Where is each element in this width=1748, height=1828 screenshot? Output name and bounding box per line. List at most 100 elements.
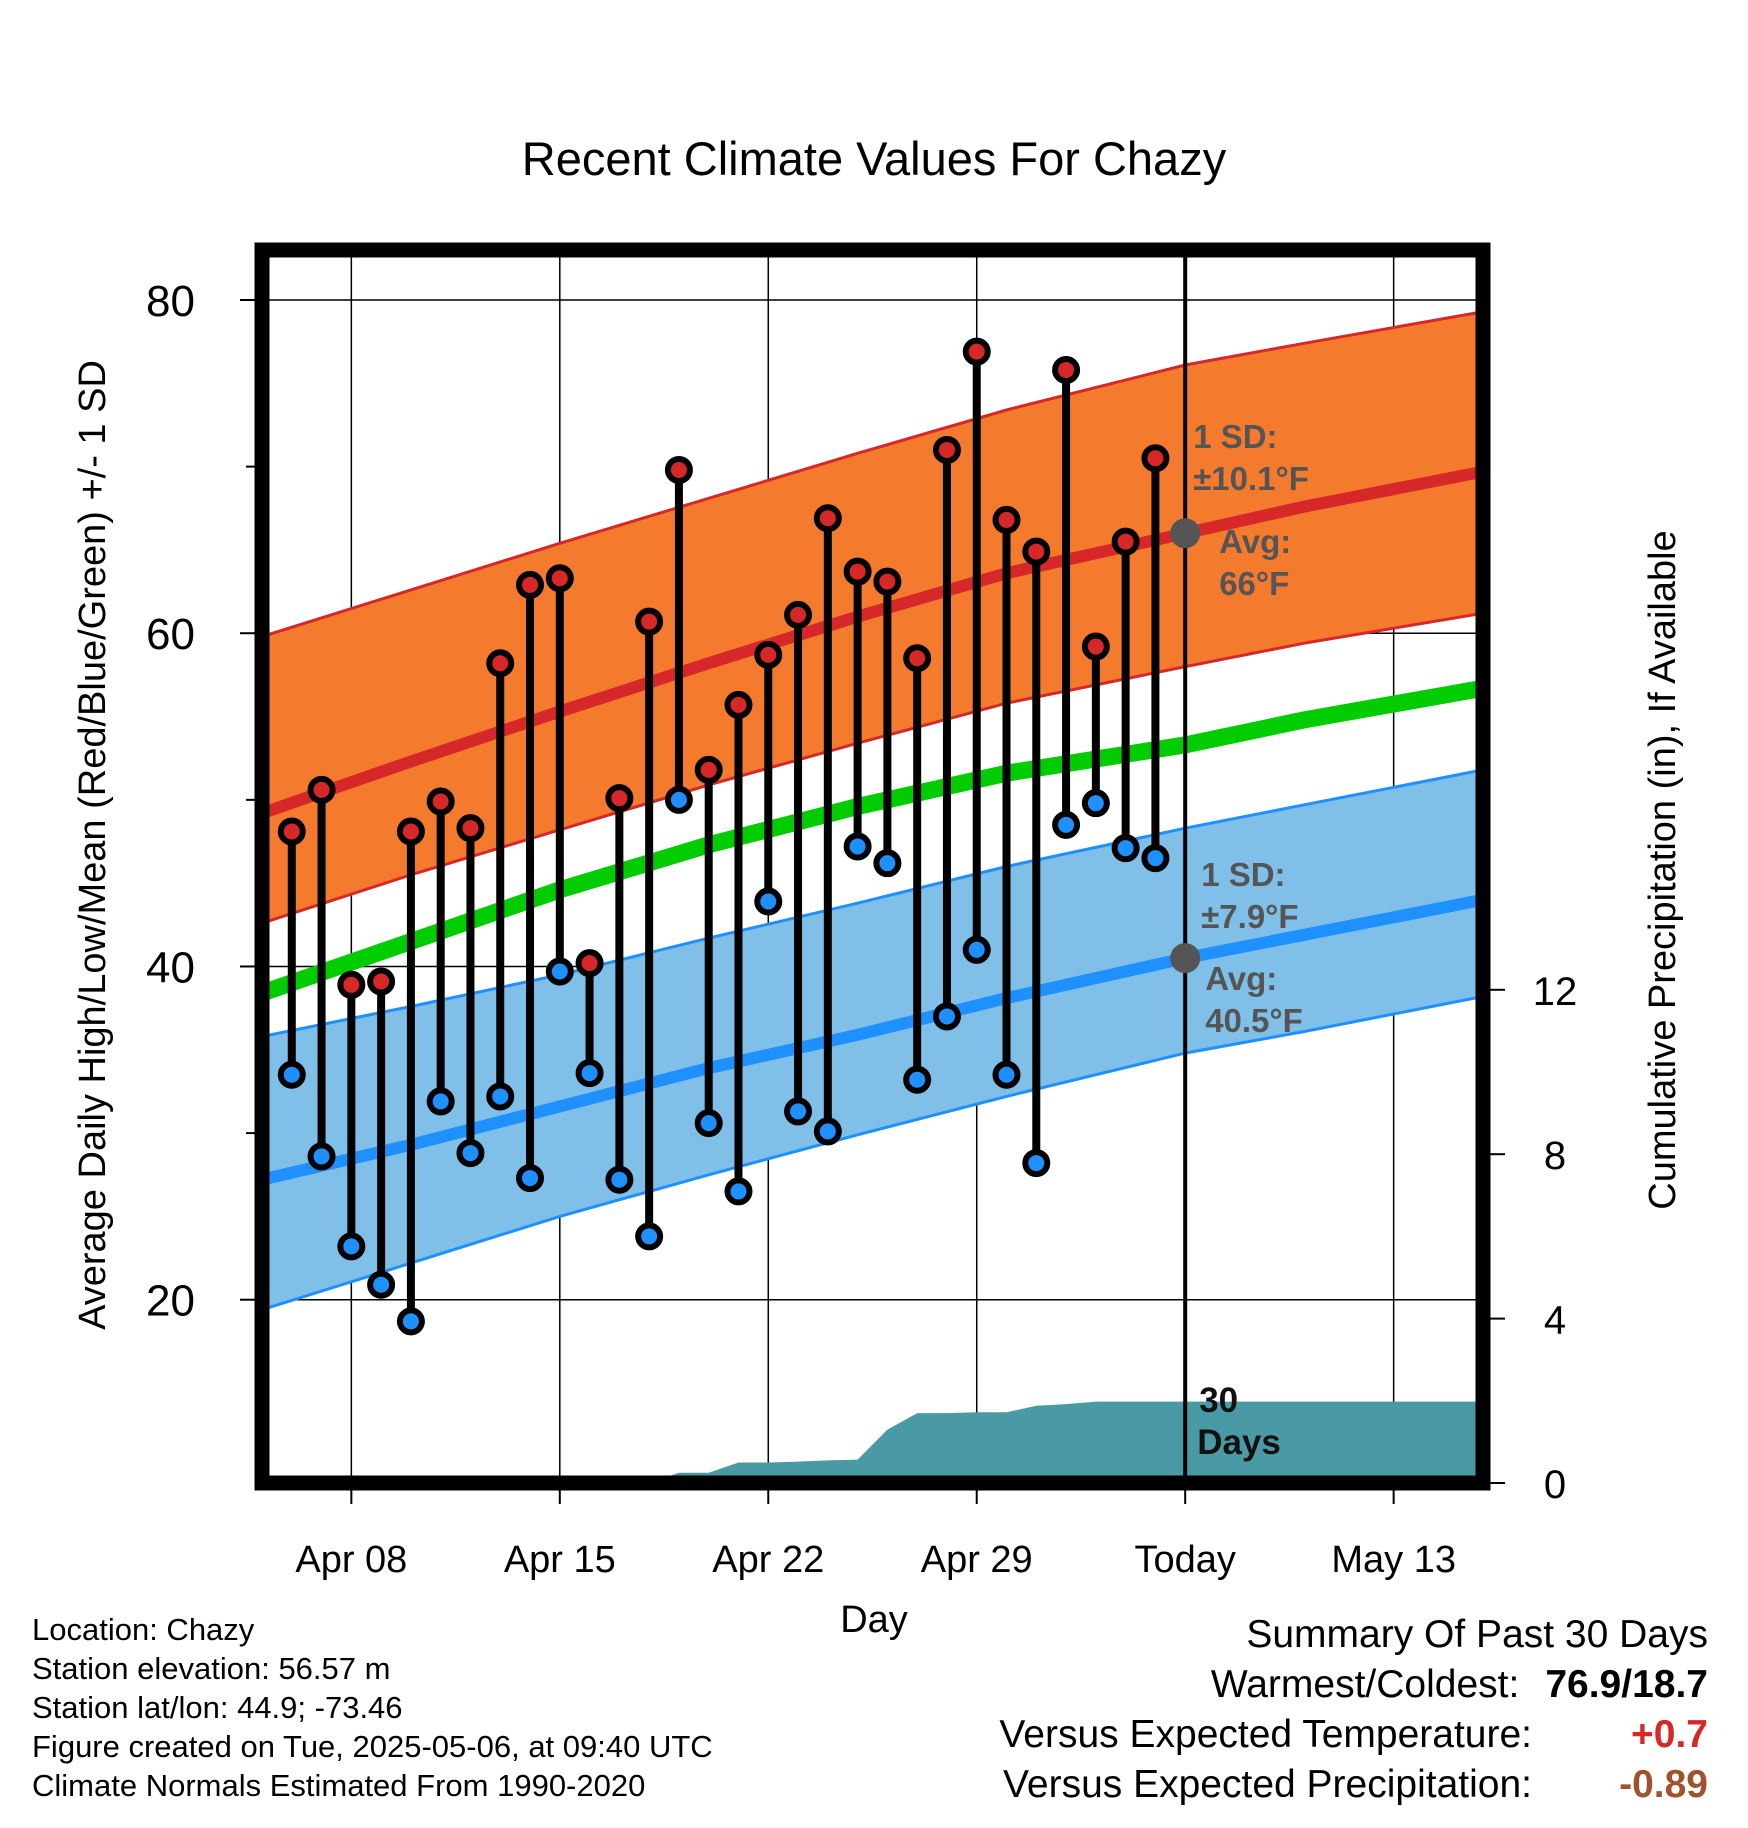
y2-tick-label: 4 — [1544, 1299, 1566, 1343]
high-point — [486, 649, 515, 678]
x-tick-label: Today — [1134, 1539, 1235, 1581]
high-point — [516, 570, 545, 599]
low-point — [396, 1307, 425, 1336]
normal-low-line — [262, 893, 1483, 1186]
high-point — [813, 504, 842, 533]
high-point — [1022, 537, 1051, 566]
high-point — [992, 505, 1021, 534]
y-tick-label: 80 — [146, 277, 195, 326]
precip-vs-expected-label: Versus Expected Precipitation: — [1003, 1763, 1532, 1806]
y2-tick-label: 0 — [1544, 1463, 1566, 1507]
y-axis-label: Average Daily High/Low/Mean (Red/Blue/Gr… — [72, 360, 114, 1330]
high-point — [307, 775, 336, 804]
y-axis-left: 20 40 60 80 — [146, 277, 255, 1326]
high-point — [635, 607, 664, 636]
precipitation-area — [262, 1401, 1483, 1483]
warm-cold-value: 76.9/18.7 — [1545, 1663, 1708, 1706]
high-point — [337, 970, 366, 999]
high-point — [1081, 632, 1110, 661]
x-tick-label: Apr 22 — [712, 1539, 824, 1581]
low-point — [337, 1232, 366, 1261]
plot-frame — [254, 242, 1491, 1491]
location-text: Location: Chazy — [32, 1612, 255, 1647]
y-tick-label: 60 — [146, 610, 195, 659]
high-point — [664, 455, 693, 484]
high-avg-label: Avg: — [1219, 523, 1291, 560]
low-point — [545, 957, 574, 986]
low-point — [932, 1002, 961, 1031]
low-point — [992, 1060, 1021, 1089]
low-point — [1022, 1149, 1051, 1178]
created-text: Figure created on Tue, 2025-05-06, at 09… — [32, 1729, 713, 1764]
low-point — [873, 849, 902, 878]
y-axis-right: 0 4 8 12 — [1490, 970, 1577, 1507]
high-sd-value: ±10.1°F — [1193, 460, 1309, 497]
high-point — [873, 567, 902, 596]
y-tick-label: 40 — [146, 943, 195, 992]
high-point — [724, 690, 753, 719]
summary-title: Summary Of Past 30 Days — [1246, 1613, 1708, 1656]
precip-window-label: 30 — [1199, 1381, 1238, 1420]
low-point — [277, 1060, 306, 1089]
temp-vs-expected-value: +0.7 — [1631, 1713, 1708, 1756]
low-point — [367, 1270, 396, 1299]
warm-cold-row: Warmest/Coldest: 76.9/18.7 — [999, 1660, 1708, 1710]
y2-tick-label: 8 — [1544, 1134, 1566, 1178]
high-upper-edge — [262, 310, 1483, 639]
low-point — [635, 1222, 664, 1251]
high-point — [277, 817, 306, 846]
high-point — [1052, 355, 1081, 384]
low-point — [426, 1087, 455, 1116]
high-point — [545, 564, 574, 593]
low-point — [1052, 810, 1081, 839]
x-tick-label: Apr 15 — [504, 1539, 616, 1581]
low-lower-edge — [262, 995, 1483, 1312]
low-point — [307, 1142, 336, 1171]
low-point — [575, 1059, 604, 1088]
high-point — [784, 600, 813, 629]
warm-cold-label: Warmest/Coldest: — [1210, 1663, 1520, 1706]
high-avg-value: 66°F — [1219, 565, 1289, 602]
daily-ranges — [277, 337, 1170, 1336]
low-point — [724, 1177, 753, 1206]
low-avg-value: 40.5°F — [1205, 1002, 1303, 1039]
temp-vs-expected-row: Versus Expected Temperature: +0.7 — [999, 1710, 1708, 1760]
high-point — [426, 787, 455, 816]
low-avg-marker — [1170, 943, 1201, 974]
y2-tick-label: 12 — [1533, 970, 1578, 1014]
x-tick-label: Apr 29 — [921, 1539, 1033, 1581]
x-axis: Apr 08 Apr 15 Apr 22 Apr 29 Today May 13 — [295, 1490, 1456, 1581]
high-point — [903, 644, 932, 673]
high-avg-marker — [1170, 518, 1201, 549]
high-point — [367, 967, 396, 996]
normals-text: Climate Normals Estimated From 1990-2020 — [32, 1768, 646, 1803]
temp-vs-expected-label: Versus Expected Temperature: — [999, 1713, 1532, 1756]
high-point — [932, 435, 961, 464]
plot-area: 1 SD: ±10.1°F Avg: 66°F 1 SD: ±7.9°F Avg: 40.5°… — [262, 250, 1483, 1483]
high-point — [575, 949, 604, 978]
high-point — [456, 814, 485, 843]
low-point — [1111, 834, 1140, 863]
precip-area — [262, 1401, 1483, 1483]
precip-vs-expected-value: -0.89 — [1619, 1763, 1708, 1806]
station-info: Location: Chazy Station elevation: 56.57… — [32, 1610, 713, 1805]
low-point — [962, 935, 991, 964]
precip-window-label: Days — [1197, 1423, 1281, 1462]
summary-panel: Summary Of Past 30 Days Warmest/Coldest:… — [999, 1610, 1708, 1810]
low-point — [843, 832, 872, 861]
low-point — [813, 1117, 842, 1146]
low-point — [1081, 789, 1110, 818]
high-point — [962, 337, 991, 366]
high-point — [754, 640, 783, 669]
high-point — [843, 557, 872, 586]
low-avg-label: Avg: — [1205, 960, 1277, 997]
low-point — [516, 1164, 545, 1193]
low-point — [1141, 844, 1170, 873]
chart-title: Recent Climate Values For Chazy — [522, 132, 1227, 185]
low-point — [754, 887, 783, 916]
low-sd-value: ±7.9°F — [1201, 898, 1298, 935]
low-point — [784, 1097, 813, 1126]
x-tick-label: May 13 — [1331, 1539, 1456, 1581]
annotations: 1 SD: ±10.1°F Avg: 66°F 1 SD: ±7.9°F Avg: 40.5°… — [1170, 418, 1309, 1462]
